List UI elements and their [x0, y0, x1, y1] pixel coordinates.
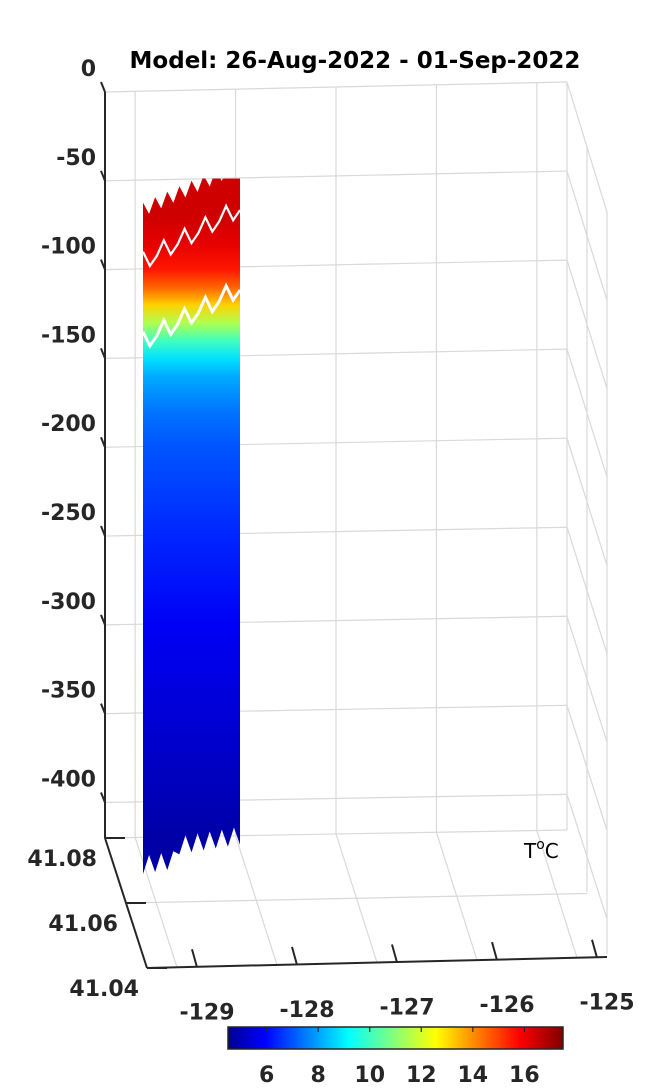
z-tick-mark [100, 436, 106, 448]
z-tick-label: -150 [41, 323, 96, 348]
z-tick-label: -200 [41, 412, 96, 437]
x-tick-label: -125 [579, 991, 634, 1016]
z-tick-label: 0 [81, 57, 96, 82]
x-tick-label: -129 [179, 1000, 234, 1025]
x-tick-mark [391, 944, 398, 963]
y-tick-label: 41.04 [69, 977, 139, 1002]
y-axis-ticks: 41.08 41.06 41.04 [27, 837, 167, 1002]
colorbar-gradient [227, 1026, 564, 1050]
colorbar-tick-label: 6 [259, 1063, 274, 1088]
z-tick-mark [100, 259, 106, 270]
z-tick-label: -400 [41, 767, 96, 792]
z-tick-mark [100, 703, 106, 715]
z-tick-mark [100, 81, 106, 93]
contour-line-upper [142, 203, 241, 269]
chart-title: Model: 26-Aug-2022 - 01-Sep-2022 [130, 48, 581, 74]
colorbar-tick-label: 10 [354, 1063, 385, 1088]
x-tick-label: -126 [479, 993, 534, 1018]
grid-lines [104, 81, 608, 969]
z-tick-label: -250 [41, 501, 96, 526]
z-tick-label: -300 [41, 590, 96, 615]
colorbar: 6 8 10 12 14 16 [227, 1026, 564, 1088]
colorbar-tick-label: 14 [457, 1063, 488, 1088]
x-tick-label: -127 [379, 996, 434, 1021]
z-tick-mark [100, 348, 106, 359]
x-tick-mark [191, 949, 198, 968]
x-axis-ticks: -129 -128 -127 -126 -125 [179, 939, 635, 1025]
z-tick-mark [100, 525, 106, 537]
colorbar-tick-label: 16 [509, 1063, 540, 1088]
colorbar-label: ToC [523, 837, 559, 863]
grid-line-y [125, 892, 588, 904]
z-tick-label: -100 [41, 235, 96, 260]
z-tick-label: -350 [41, 679, 96, 704]
z-tick-mark [100, 170, 106, 182]
x-tick-mark [591, 939, 598, 958]
colorbar-ticks: 6 8 10 12 14 16 [259, 1027, 540, 1088]
contour-line-lower [141, 282, 242, 349]
colorbar-tick-label: 12 [406, 1063, 437, 1088]
temperature-column [143, 178, 240, 874]
y-tick-label: 41.06 [48, 912, 118, 937]
z-tick-mark [100, 614, 106, 626]
temperature-surface [141, 178, 242, 874]
x-tick-label: -128 [279, 998, 334, 1023]
y-tick-label: 41.08 [27, 847, 97, 872]
z-tick-label: -50 [56, 146, 96, 171]
colorbar-tick-label: 8 [311, 1063, 326, 1088]
x-tick-mark [291, 946, 298, 966]
x-tick-mark [491, 941, 498, 961]
z-tick-mark [100, 792, 106, 803]
z-axis-ticks: 0 -50 -100 -150 -200 -250 -300 -350 -400 [41, 57, 106, 803]
x-axis-line [146, 956, 608, 969]
